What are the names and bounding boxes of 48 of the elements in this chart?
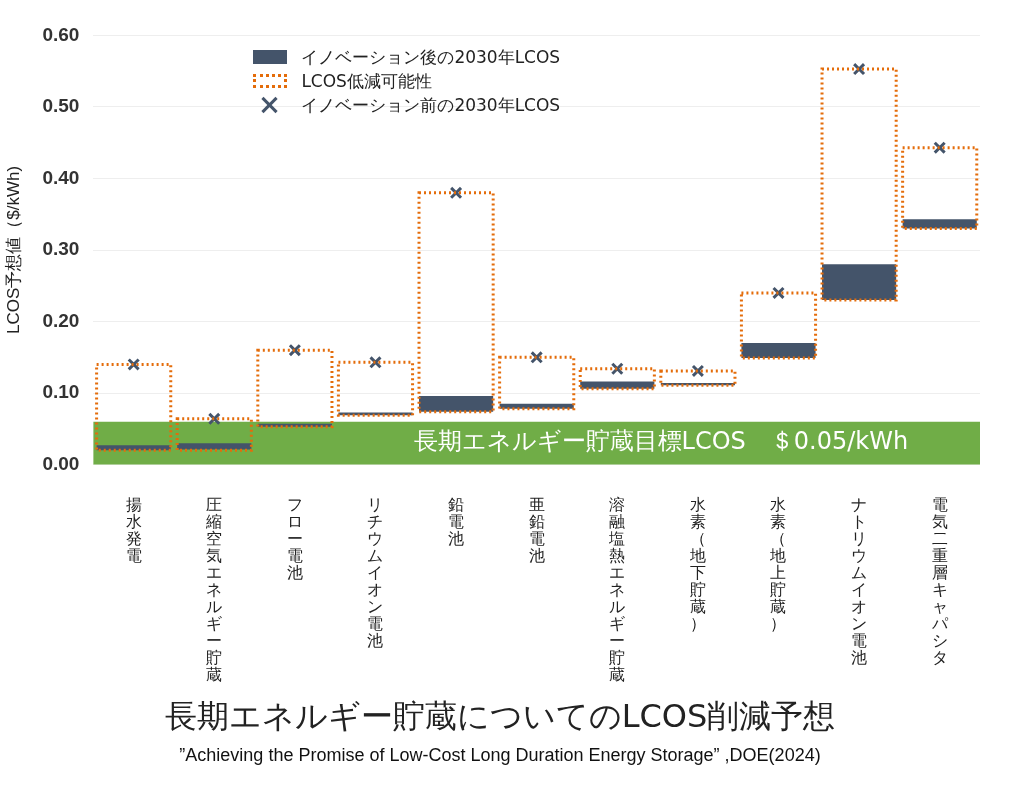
category-label: 圧縮空気エネルギー貯蔵 [206,495,223,684]
y-tick-label: 0.20 [42,309,80,331]
point [207,412,221,426]
x-tick-label: フロー電池 [285,495,304,582]
bar [902,219,977,229]
text: 長期エネルギー貯蔵についてのLCOS削減予想 [163,696,837,737]
bar [417,191,495,414]
legend-label: イノベーション前の2030年LCOS [301,93,561,117]
bar [336,360,415,417]
bar [659,369,737,387]
bar [901,146,979,231]
x-tick-label: 水素（地下貯蔵） [688,495,707,633]
bar [175,417,253,452]
point [772,286,785,300]
point [852,62,866,76]
x-tick-label: 鉛電池 [447,495,466,548]
text: ”Achieving the Promise of Low-Cost Long Duration Energy Storage” ,DOE(2024) [178,745,822,766]
bar [177,443,252,450]
y-tick-label: 0.40 [42,166,80,188]
x-tick-label: 水素（地上貯蔵） [769,495,788,633]
bar [741,342,816,359]
bar [256,348,334,429]
legend-label: LCOS低減可能性 [301,69,432,93]
bar [820,67,898,302]
y-axis-title: LCOS予想値（$/kWh) [3,165,23,335]
bar [822,264,897,301]
point [369,355,382,369]
bar [578,367,656,391]
y-tick-label: 0.10 [42,381,80,403]
point [610,362,624,376]
point [449,186,463,200]
y-tick-label: 0.50 [42,95,80,117]
x-tick-label: 揚水発電 [124,495,143,565]
category-label: 溶融塩熱エネルギー貯蔵 [609,495,626,684]
bar [95,362,173,452]
category-label: 電気二重層キャパシタ [931,495,948,667]
y-tick-label: 0.60 [42,23,80,45]
band-label: 長期エネルギー貯蔵目標LCOS ＄0.05/kWh [413,427,909,456]
legend-label: イノベーション後の2030年LCOS [301,45,561,69]
y-tick-label: 0.00 [42,452,80,474]
x-tick-label: 亜鉛電池 [527,495,546,565]
bar [419,395,494,412]
category-label: ナトリウムイオン電池 [851,495,868,667]
bar [96,445,171,451]
bar [498,355,576,411]
bar [739,291,818,360]
y-tick-label: 0.30 [42,238,80,260]
category-label: リチウムイオン電池 [367,495,384,650]
